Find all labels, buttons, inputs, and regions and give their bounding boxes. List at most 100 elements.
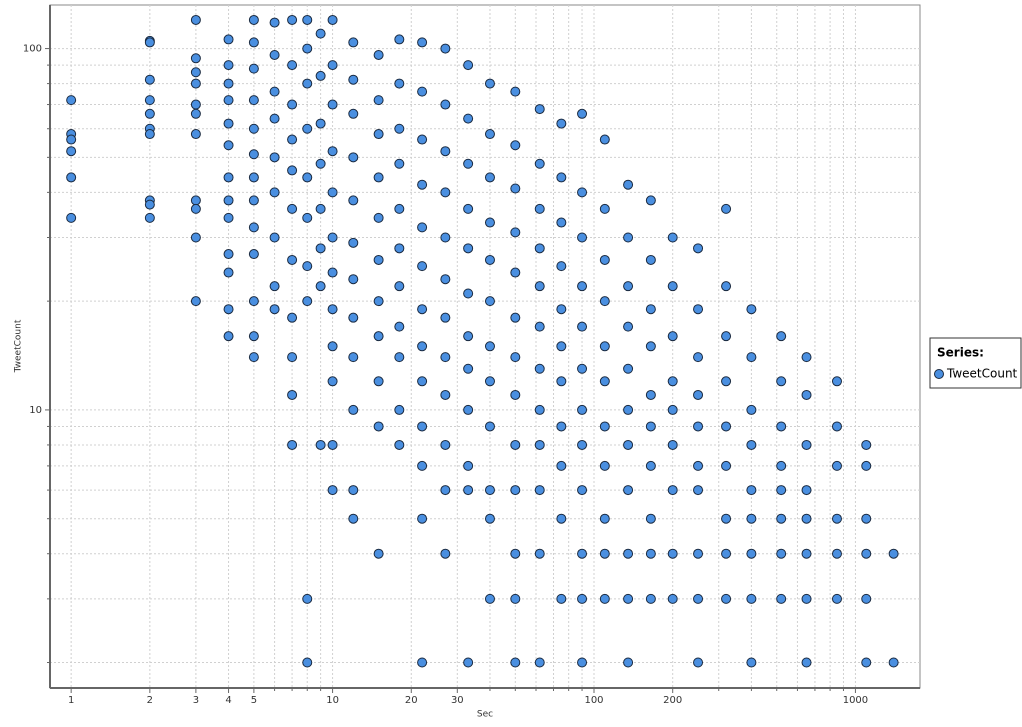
point [721, 281, 732, 292]
point [534, 548, 545, 559]
point [223, 267, 234, 278]
point [373, 172, 384, 183]
point [484, 513, 495, 524]
point [190, 53, 201, 64]
point [463, 203, 474, 214]
point [348, 513, 359, 524]
point [417, 261, 428, 272]
point [327, 485, 338, 496]
point [484, 421, 495, 432]
point [348, 237, 359, 248]
point [510, 657, 521, 668]
point [831, 421, 842, 432]
point [223, 195, 234, 206]
point [417, 304, 428, 315]
point [484, 78, 495, 89]
point [315, 28, 326, 39]
point [417, 341, 428, 352]
point [394, 404, 405, 415]
point [510, 485, 521, 496]
point [484, 254, 495, 265]
point [373, 49, 384, 60]
point [623, 179, 634, 190]
point [577, 187, 588, 198]
point [348, 74, 359, 85]
point [667, 281, 678, 292]
point [510, 389, 521, 400]
point [223, 34, 234, 45]
point [315, 243, 326, 254]
point [315, 281, 326, 292]
point [417, 134, 428, 145]
point [223, 249, 234, 260]
point [440, 43, 451, 54]
point [721, 376, 732, 387]
point [348, 312, 359, 323]
point [599, 254, 610, 265]
point [373, 129, 384, 140]
point [623, 363, 634, 374]
point [287, 165, 298, 176]
point [577, 108, 588, 119]
point [861, 657, 872, 668]
point [269, 187, 280, 198]
point [190, 67, 201, 78]
point [302, 296, 313, 307]
point [721, 203, 732, 214]
point [144, 199, 155, 210]
point [888, 657, 899, 668]
point [577, 548, 588, 559]
point [534, 321, 545, 332]
point [861, 513, 872, 524]
point [190, 78, 201, 89]
point [394, 321, 405, 332]
point [693, 593, 704, 604]
point [269, 17, 280, 28]
point [269, 152, 280, 163]
point [534, 281, 545, 292]
point [440, 312, 451, 323]
point [463, 113, 474, 124]
point [223, 95, 234, 106]
point [776, 376, 787, 387]
point [556, 421, 567, 432]
point [556, 172, 567, 183]
point [417, 513, 428, 524]
legend-title: Series: [937, 346, 984, 360]
point [510, 227, 521, 238]
point [645, 548, 656, 559]
point [417, 376, 428, 387]
point [248, 249, 259, 260]
point [534, 203, 545, 214]
point [577, 404, 588, 415]
x-tick-label: 200 [663, 695, 682, 706]
point [348, 352, 359, 363]
point [373, 376, 384, 387]
point [440, 548, 451, 559]
point [394, 439, 405, 450]
point [66, 95, 77, 106]
point [577, 593, 588, 604]
point [190, 99, 201, 110]
point [776, 460, 787, 471]
point [667, 485, 678, 496]
point [534, 485, 545, 496]
point [623, 439, 634, 450]
point [510, 352, 521, 363]
point [693, 657, 704, 668]
point [287, 203, 298, 214]
point [645, 513, 656, 524]
point [315, 118, 326, 129]
point [223, 118, 234, 129]
ticks: 1 2 3 4 5 10 20 30 100 200 1000 10 100 [23, 44, 868, 706]
point [577, 657, 588, 668]
point [645, 421, 656, 432]
point [861, 593, 872, 604]
point [327, 304, 338, 315]
point [269, 86, 280, 97]
x-tick-label: 4 [225, 695, 231, 706]
point [463, 331, 474, 342]
point [510, 86, 521, 97]
point [556, 593, 567, 604]
point [66, 134, 77, 145]
